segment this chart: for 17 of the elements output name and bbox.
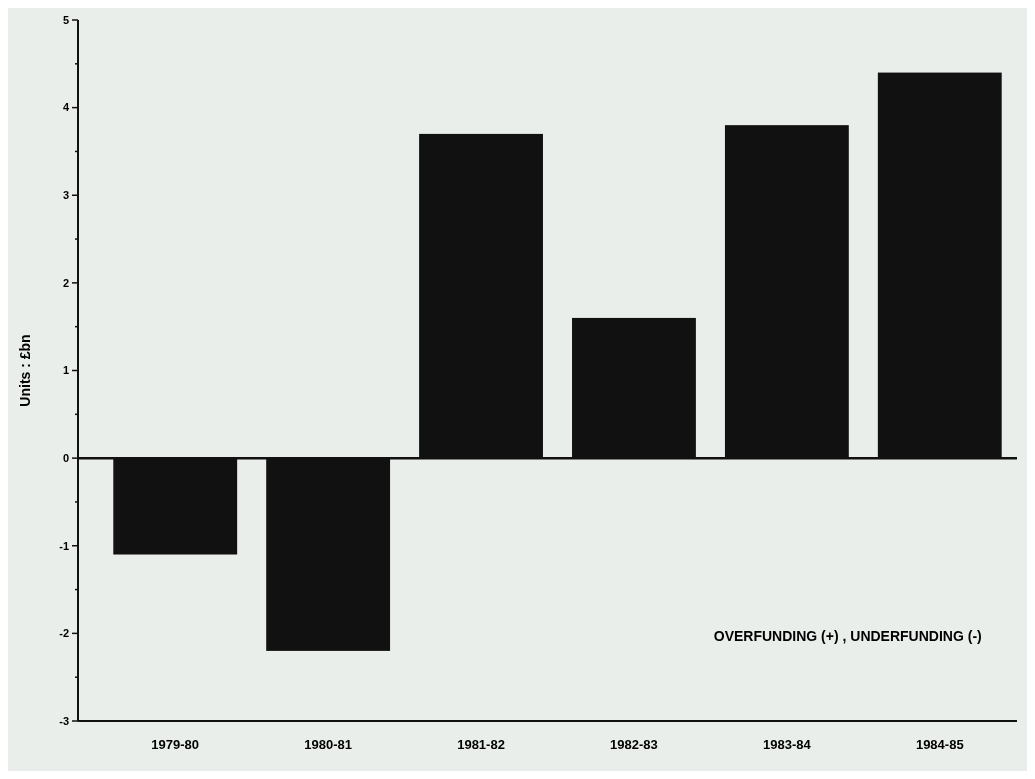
y-tick-label: 5 xyxy=(62,13,69,26)
y-tick-label: -1 xyxy=(59,539,69,552)
y-tick-label: -2 xyxy=(59,627,69,640)
x-tick-label: 1980-81 xyxy=(304,737,352,752)
y-tick-label: 3 xyxy=(62,189,69,202)
y-tick-label: 2 xyxy=(62,276,69,289)
y-tick-label: 1 xyxy=(62,364,69,377)
y-tick-label: 4 xyxy=(62,101,70,114)
x-tick-label: 1984-85 xyxy=(915,737,964,752)
x-tick-label: 1982-83 xyxy=(610,737,658,752)
x-tick-label: 1983-84 xyxy=(763,737,812,752)
x-tick-label: 1979-80 xyxy=(151,737,200,752)
y-tick-label: -3 xyxy=(59,714,69,727)
y-axis-title: Units : £bn xyxy=(17,334,33,407)
y-tick-label: 0 xyxy=(62,451,69,464)
annotation: OVERFUNDING (+) , UNDERFUNDING (-) xyxy=(713,628,982,645)
x-tick-label: 1981-82 xyxy=(457,737,505,752)
